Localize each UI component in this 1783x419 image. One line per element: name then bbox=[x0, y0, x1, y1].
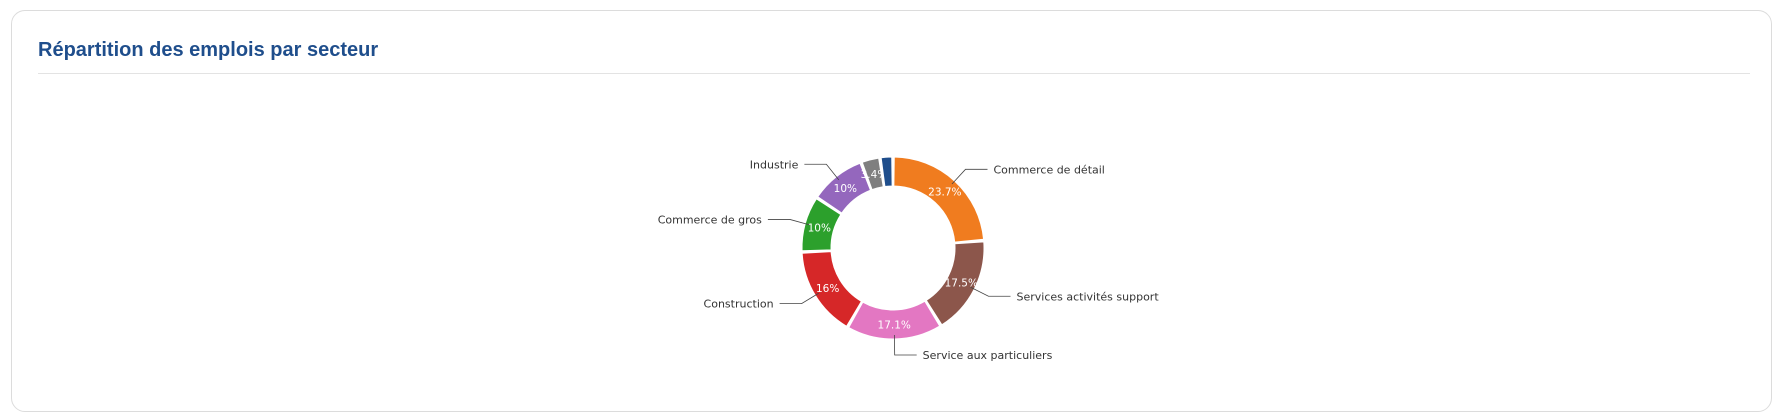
category-label-commerce-de-gros: Commerce de gros bbox=[658, 213, 762, 226]
slice-value-industrie: 10% bbox=[834, 183, 857, 195]
slice-construction[interactable] bbox=[801, 251, 862, 327]
slice-other-7[interactable] bbox=[861, 157, 884, 191]
slice-value-construction: 16% bbox=[816, 283, 839, 295]
title-divider bbox=[38, 73, 1750, 74]
card-title: Répartition des emplois par secteur bbox=[38, 39, 379, 61]
category-label-service-aux-particuliers: Service aux particuliers bbox=[923, 349, 1053, 362]
slice-services-activites-support[interactable] bbox=[925, 241, 985, 326]
slice-value-services-activites-support: 17.5% bbox=[945, 278, 978, 290]
slice-value-commerce-de-detail: 23.7% bbox=[928, 187, 961, 199]
category-label-services-activites-support: Services activités support bbox=[1016, 290, 1159, 303]
category-label-construction: Construction bbox=[704, 298, 774, 311]
slice-value-service-aux-particuliers: 17.1% bbox=[878, 319, 911, 331]
chart-card: Répartition des emplois par secteur bbox=[11, 10, 1772, 412]
slice-commerce-de-gros[interactable] bbox=[801, 198, 842, 252]
slice-service-aux-particuliers[interactable] bbox=[848, 300, 941, 340]
leader-line-construction bbox=[779, 292, 819, 305]
leader-line-service-aux-particuliers bbox=[893, 334, 917, 356]
leader-line-commerce-de-gros bbox=[767, 219, 810, 226]
leader-line-services-activites-support bbox=[970, 286, 1011, 297]
slice-commerce-de-detail[interactable] bbox=[893, 156, 985, 243]
slice-value-commerce-de-gros: 10% bbox=[808, 223, 831, 235]
leader-line-commerce-de-detail bbox=[951, 168, 988, 185]
slice-other-8[interactable] bbox=[880, 156, 893, 188]
slice-value-other-7: 3.4% bbox=[861, 169, 888, 181]
category-label-industrie: Industrie bbox=[750, 158, 799, 171]
leader-line-industrie bbox=[804, 163, 840, 181]
category-label-commerce-de-detail: Commerce de détail bbox=[994, 163, 1105, 176]
slice-industrie[interactable] bbox=[817, 162, 871, 214]
